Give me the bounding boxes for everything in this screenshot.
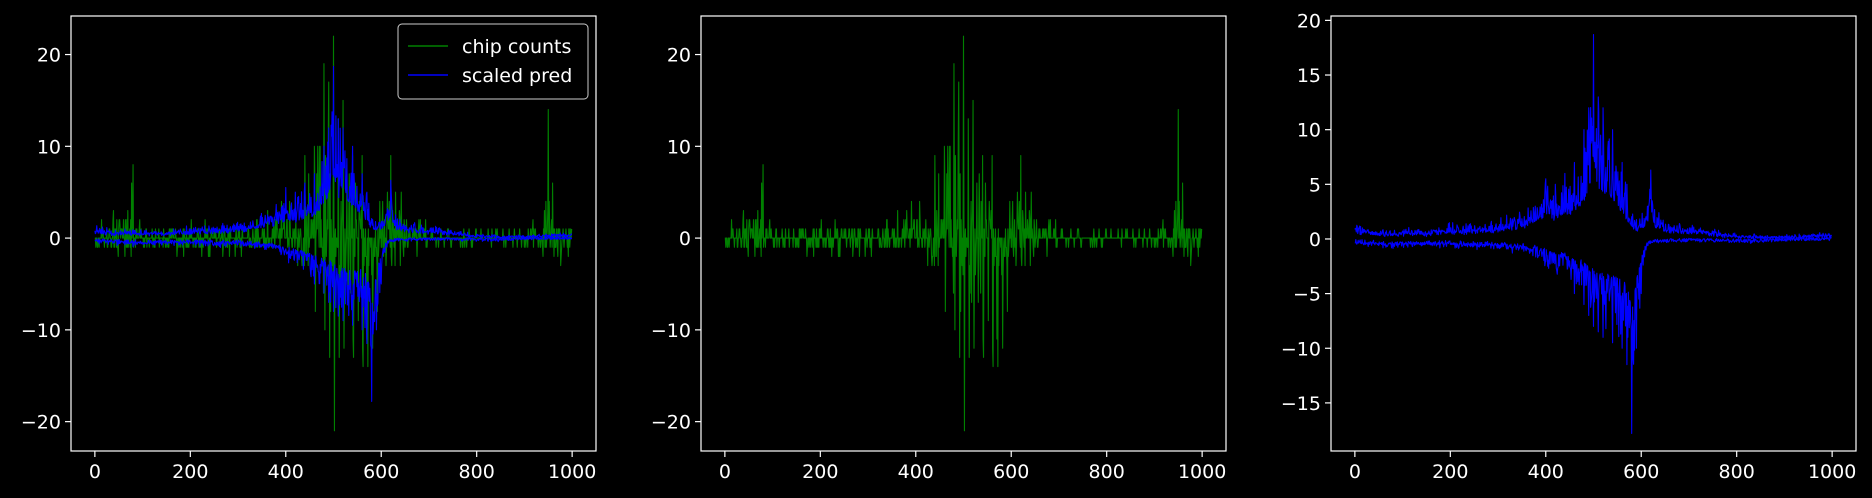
y-tick-label: 20 — [667, 45, 691, 67]
x-tick-label: 800 — [1719, 461, 1755, 483]
chart-panel-2: 0 200 400 600 800 1000 20 10 0 −10 −20 — [651, 15, 1227, 483]
x-tick-label: 400 — [1528, 461, 1564, 483]
chart-panel-1: 0 200 400 600 800 1000 20 10 0 −10 −20 chip counts s… — [21, 15, 597, 483]
x-tick-label: 600 — [993, 461, 1029, 483]
legend-label: scaled pred — [462, 65, 572, 87]
x-tick-label: 0 — [89, 461, 101, 483]
plot-area — [724, 35, 1203, 432]
series-line-counts — [724, 35, 1203, 432]
chart-panel-3: 0 200 400 600 800 1000 20 15 10 5 0 −5 −10 −15 — [1281, 10, 1857, 483]
plot-area — [94, 35, 573, 432]
x-tick-label: 1000 — [1178, 461, 1226, 483]
legend-label: chip counts — [462, 36, 571, 58]
series-line-lower-band — [94, 236, 573, 402]
y-tick-label: 10 — [37, 136, 61, 158]
y-tick-label: 20 — [37, 45, 61, 67]
x-tick-label: 800 — [1089, 461, 1125, 483]
y-tick-label: 0 — [679, 228, 691, 250]
plot-area — [1354, 34, 1833, 435]
y-tick-label: −10 — [21, 320, 61, 342]
y-tick-label: 0 — [1309, 229, 1321, 251]
x-tick-label: 400 — [268, 461, 304, 483]
axes-frame — [700, 15, 1227, 452]
x-tick-label: 1000 — [548, 461, 596, 483]
axes-frame — [1330, 15, 1857, 452]
series-line-upper-band — [1354, 34, 1833, 240]
series-line-upper-band — [94, 65, 573, 239]
x-tick-label: 400 — [898, 461, 934, 483]
y-tick-label: 0 — [49, 228, 61, 250]
series-line-lower-band — [1354, 236, 1832, 435]
x-tick-label: 800 — [459, 461, 495, 483]
y-tick-label: −20 — [21, 412, 61, 434]
x-tick-label: 200 — [1432, 461, 1468, 483]
x-tick-label: 0 — [719, 461, 731, 483]
x-tick-label: 200 — [802, 461, 838, 483]
x-tick-label: 1000 — [1808, 461, 1856, 483]
y-tick-label: −10 — [1281, 338, 1321, 360]
y-tick-label: 10 — [667, 136, 691, 158]
y-tick-label: −5 — [1293, 284, 1321, 306]
y-tick-label: 5 — [1309, 174, 1321, 196]
x-tick-label: 0 — [1349, 461, 1361, 483]
axes-frame — [70, 15, 597, 452]
y-tick-label: 10 — [1297, 120, 1321, 142]
y-tick-label: −20 — [651, 412, 691, 434]
x-tick-label: 200 — [172, 461, 208, 483]
x-tick-label: 600 — [1623, 461, 1659, 483]
y-tick-label: 15 — [1297, 65, 1321, 87]
y-tick-label: −10 — [651, 320, 691, 342]
legend: chip counts scaled pred — [397, 23, 589, 100]
y-tick-label: −15 — [1281, 393, 1321, 415]
legend-box — [397, 23, 589, 100]
x-tick-label: 600 — [363, 461, 399, 483]
y-tick-label: 20 — [1297, 10, 1321, 32]
